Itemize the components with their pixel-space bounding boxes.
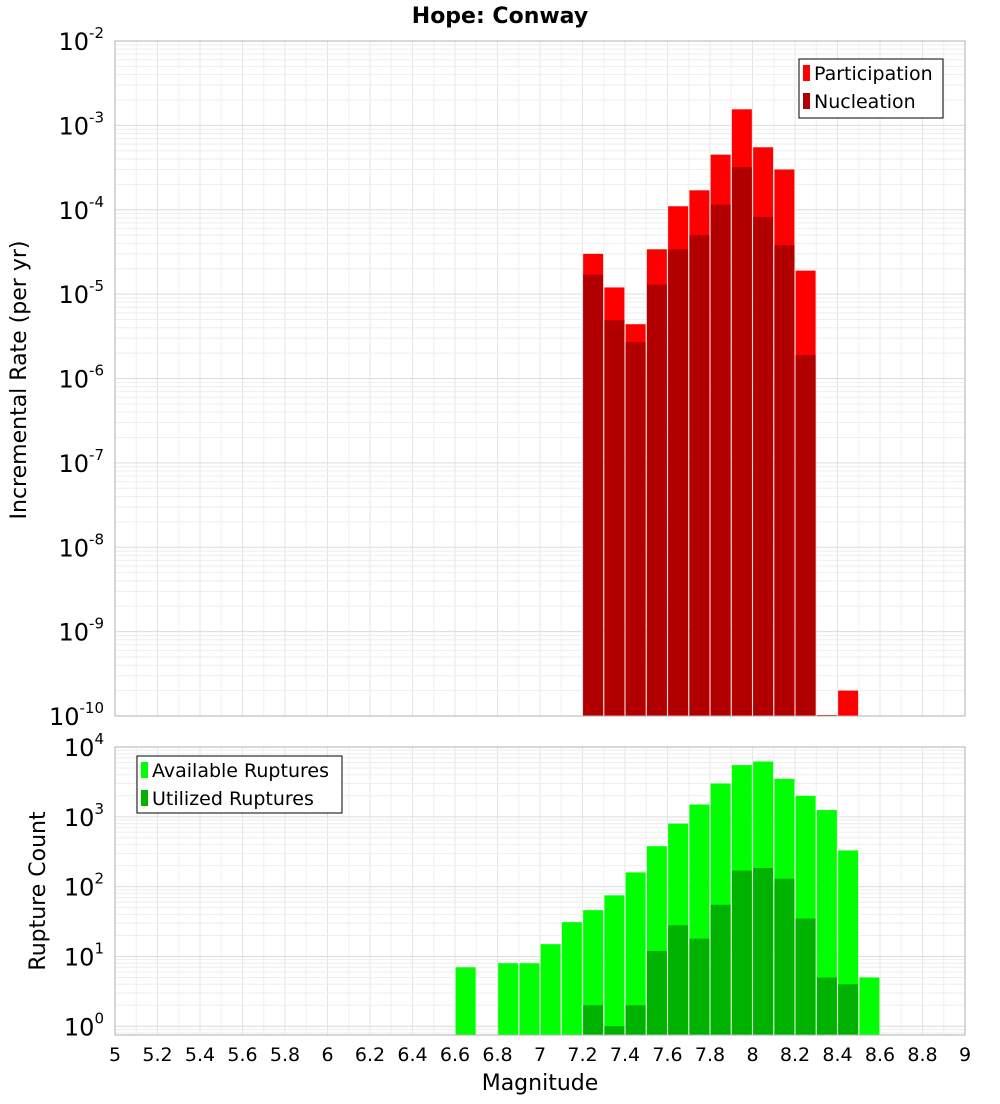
bottom-bar bbox=[816, 977, 837, 1035]
x-axis-ticks: 5 5.2 5.4 5.6 5.8 6 6.2 6.4 6.6 6.8 7 7.2 7.4 7.6 7.8 8… bbox=[109, 1044, 971, 1066]
chart-title: Hope: Conway bbox=[412, 4, 588, 29]
bottom-y-tick-label: 103 bbox=[64, 800, 104, 832]
bottom-bar bbox=[583, 910, 604, 1035]
top-legend-box bbox=[798, 58, 944, 119]
top-series-nucleation bbox=[583, 167, 816, 717]
top-bar bbox=[753, 217, 774, 716]
top-y-tick-label: 10-4 bbox=[58, 193, 104, 225]
top-bar bbox=[795, 354, 816, 716]
x-tick-label: 6.6 bbox=[440, 1044, 470, 1066]
x-tick-label: 6.2 bbox=[355, 1044, 385, 1066]
bottom-legend-label: Available Ruptures bbox=[152, 760, 329, 782]
bottom-legend-label: Utilized Ruptures bbox=[152, 788, 314, 810]
x-tick-label: 5.2 bbox=[142, 1044, 172, 1066]
top-y-tick-label: 10-8 bbox=[58, 530, 104, 562]
top-legend-swatch bbox=[803, 93, 810, 109]
bottom-bar bbox=[668, 925, 689, 1035]
bottom-bar bbox=[561, 922, 582, 1035]
bottom-y-tick-label: 102 bbox=[64, 870, 104, 902]
top-bar bbox=[668, 249, 689, 716]
top-plot-frame bbox=[114, 40, 966, 717]
x-axis-label: Magnitude bbox=[482, 1071, 599, 1096]
bottom-bar bbox=[795, 918, 816, 1035]
bottom-bar bbox=[838, 984, 859, 1035]
x-tick-label: 6.4 bbox=[397, 1044, 427, 1066]
bottom-legend-box bbox=[136, 755, 343, 814]
x-tick-label: 7.6 bbox=[652, 1044, 682, 1066]
x-tick-label: 5.8 bbox=[270, 1044, 300, 1066]
bottom-bar bbox=[859, 977, 880, 1035]
x-tick-label: 8.4 bbox=[822, 1044, 852, 1066]
top-bar bbox=[689, 235, 710, 716]
top-y-axis-label: Incremental Rate (per yr) bbox=[7, 241, 32, 520]
bottom-bar bbox=[455, 967, 476, 1035]
top-y-tick-label: 10-5 bbox=[58, 277, 104, 309]
top-y-tick-label: 10-9 bbox=[58, 615, 104, 647]
top-y-tick-label: 10-2 bbox=[58, 24, 104, 56]
bottom-legend: Available Ruptures Utilized Ruptures bbox=[136, 755, 343, 814]
x-tick-label: 7.4 bbox=[610, 1044, 640, 1066]
x-tick-label: 6 bbox=[321, 1044, 333, 1066]
bottom-bar bbox=[753, 867, 774, 1035]
bottom-series-utilized-ruptures bbox=[583, 867, 859, 1035]
x-tick-label: 7.8 bbox=[695, 1044, 725, 1066]
x-tick-label: 9 bbox=[959, 1044, 971, 1066]
bottom-plot-frame bbox=[114, 746, 966, 1036]
bottom-y-ticks: 100 101 102 103 104 bbox=[64, 730, 104, 1041]
x-tick-label: 8.2 bbox=[780, 1044, 810, 1066]
x-tick-label: 6.8 bbox=[482, 1044, 512, 1066]
bottom-bar bbox=[540, 944, 561, 1035]
top-bar bbox=[838, 690, 859, 716]
bottom-panel: 100 101 102 103 104 Available Ruptures Utilize… bbox=[64, 730, 966, 1041]
x-tick-label: 5.4 bbox=[185, 1044, 215, 1066]
bottom-series-available-ruptures bbox=[455, 761, 880, 1035]
top-y-ticks: 10-10 10-9 10-8 10-7 10-6 10-5 10-4 10-3 10-2 bbox=[49, 24, 104, 731]
top-legend: Participation Nucleation bbox=[798, 58, 944, 119]
top-bar bbox=[774, 245, 795, 717]
bottom-bar bbox=[583, 1005, 604, 1035]
top-legend-swatch bbox=[803, 65, 810, 81]
bottom-y-tick-label: 104 bbox=[64, 730, 104, 762]
top-panel: 10-10 10-9 10-8 10-7 10-6 10-5 10-4 10-3 10-2 Par… bbox=[49, 24, 966, 731]
x-tick-label: 5.6 bbox=[227, 1044, 257, 1066]
x-tick-label: 8.6 bbox=[865, 1044, 895, 1066]
bottom-bar bbox=[625, 1005, 646, 1035]
x-tick-label: 7 bbox=[534, 1044, 546, 1066]
top-bar bbox=[731, 167, 752, 716]
top-grid bbox=[114, 40, 966, 717]
x-tick-label: 8.8 bbox=[907, 1044, 937, 1066]
top-y-tick-label: 10-6 bbox=[58, 362, 104, 394]
top-legend-label: Nucleation bbox=[814, 91, 916, 113]
bottom-bar bbox=[646, 950, 667, 1035]
x-tick-label: 8 bbox=[746, 1044, 758, 1066]
bottom-bar bbox=[604, 895, 625, 1035]
top-bar bbox=[604, 320, 625, 716]
bottom-bar bbox=[710, 904, 731, 1035]
x-tick-label: 7.2 bbox=[567, 1044, 597, 1066]
top-y-tick-label: 10-10 bbox=[49, 699, 104, 731]
bottom-bar bbox=[774, 878, 795, 1035]
top-bar bbox=[583, 274, 604, 716]
bottom-y-tick-label: 101 bbox=[64, 939, 104, 971]
top-bar bbox=[625, 342, 646, 716]
top-y-tick-label: 10-7 bbox=[58, 446, 104, 478]
bottom-bar bbox=[731, 870, 752, 1035]
bottom-legend-swatch bbox=[141, 790, 148, 806]
bottom-bar bbox=[604, 1026, 625, 1035]
top-legend-label: Participation bbox=[814, 63, 933, 85]
bottom-bar bbox=[498, 963, 519, 1035]
bottom-bar bbox=[519, 963, 540, 1035]
bottom-y-tick-label: 100 bbox=[64, 1009, 104, 1041]
top-bar bbox=[646, 284, 667, 716]
bottom-bar bbox=[625, 872, 646, 1035]
top-y-tick-label: 10-3 bbox=[58, 108, 104, 140]
bottom-legend-swatch bbox=[141, 762, 148, 778]
top-bar bbox=[710, 204, 731, 717]
x-tick-label: 5 bbox=[109, 1044, 121, 1066]
bottom-y-axis-label: Rupture Count bbox=[26, 811, 51, 971]
bottom-bar bbox=[689, 938, 710, 1035]
